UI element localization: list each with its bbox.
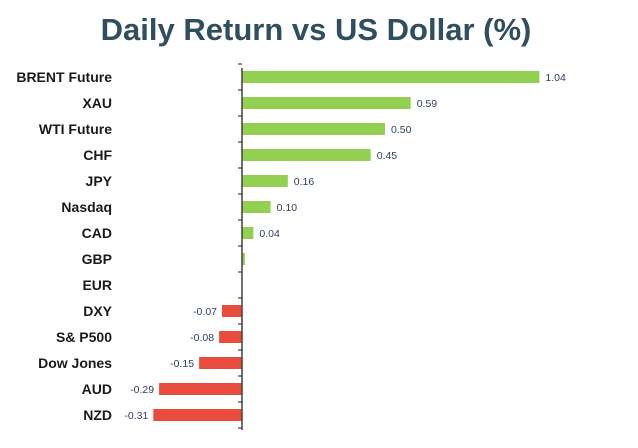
value-label-chf: 0.45: [377, 150, 398, 162]
category-label-nasdaq: Nasdaq: [61, 199, 112, 215]
value-label-dow-jones: -0.15: [170, 358, 194, 370]
bar-wti-future: [242, 123, 385, 135]
value-label-dxy: -0.07: [193, 306, 217, 318]
category-label-dxy: DXY: [83, 303, 112, 319]
bars-layer: [153, 71, 540, 421]
value-label-brent-future: 1.04: [545, 72, 566, 84]
bar-brent-future: [242, 71, 540, 83]
value-label-nasdaq: 0.10: [277, 202, 298, 214]
value-label-wti-future: 0.50: [391, 124, 412, 136]
category-label-wti-future: WTI Future: [39, 121, 112, 137]
category-label-s-p500: S& P500: [56, 329, 112, 345]
bar-xau: [242, 97, 411, 109]
category-label-dow-jones: Dow Jones: [38, 355, 112, 371]
bar-nasdaq: [242, 201, 271, 213]
bar-s-p500: [219, 331, 242, 343]
category-axis: [238, 63, 243, 430]
bar-chf: [242, 149, 371, 161]
value-label-xau: 0.59: [417, 98, 438, 110]
category-label-cad: CAD: [82, 225, 112, 241]
value-label-s-p500: -0.08: [190, 332, 214, 344]
category-label-nzd: NZD: [83, 407, 112, 423]
category-label-xau: XAU: [82, 95, 112, 111]
category-label-chf: CHF: [83, 147, 112, 163]
bar-gbp: [242, 253, 245, 265]
bar-aud: [159, 383, 242, 395]
value-label-cad: 0.04: [259, 228, 280, 240]
value-label-jpy: 0.16: [294, 176, 315, 188]
bar-dow-jones: [199, 357, 242, 369]
bar-cad: [242, 227, 254, 239]
value-labels: 1.04 0.59 0.50 0.45 0.16 0.10 0.04 -0.07 -0.08 -0…: [124, 72, 566, 422]
category-label-eur: EUR: [82, 277, 112, 293]
bar-dxy: [222, 305, 242, 317]
value-label-aud: -0.29: [130, 384, 154, 396]
value-label-nzd: -0.31: [124, 410, 148, 422]
category-label-aud: AUD: [82, 381, 112, 397]
category-label-brent-future: BRENT Future: [16, 69, 112, 85]
category-label-jpy: JPY: [86, 173, 113, 189]
bar-jpy: [242, 175, 288, 187]
bar-nzd: [153, 409, 242, 421]
category-label-gbp: GBP: [82, 251, 112, 267]
category-labels: BRENT Future XAU WTI Future CHF JPY Nasdaq CAD…: [16, 69, 112, 423]
chart-title: Daily Return vs US Dollar (%): [101, 12, 532, 47]
